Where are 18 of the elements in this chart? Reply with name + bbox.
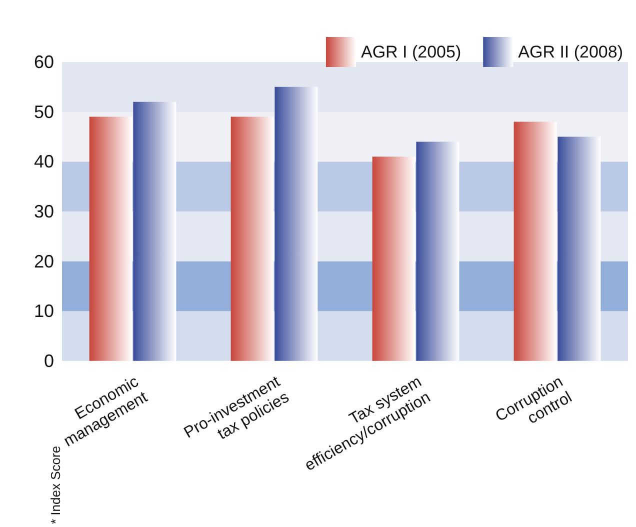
y-tick-label: 0 [44,350,54,371]
bar [558,136,601,361]
bar [274,86,318,361]
y-axis-title: * Index Score [48,446,63,524]
bar [133,102,176,361]
y-tick-label: 20 [34,251,54,272]
bar [416,142,460,361]
y-tick-label: 30 [34,201,54,222]
y-tick-label: 10 [34,301,54,322]
legend-label: AGR II (2008) [518,42,624,62]
y-tick-label: 60 [34,52,54,72]
y-tick-label: 50 [34,102,54,122]
legend-label: AGR I (2005) [360,42,462,62]
y-tick-label: 40 [34,152,54,172]
bar [230,116,274,361]
bar [89,116,132,361]
bar [514,122,557,361]
bar [372,156,416,361]
